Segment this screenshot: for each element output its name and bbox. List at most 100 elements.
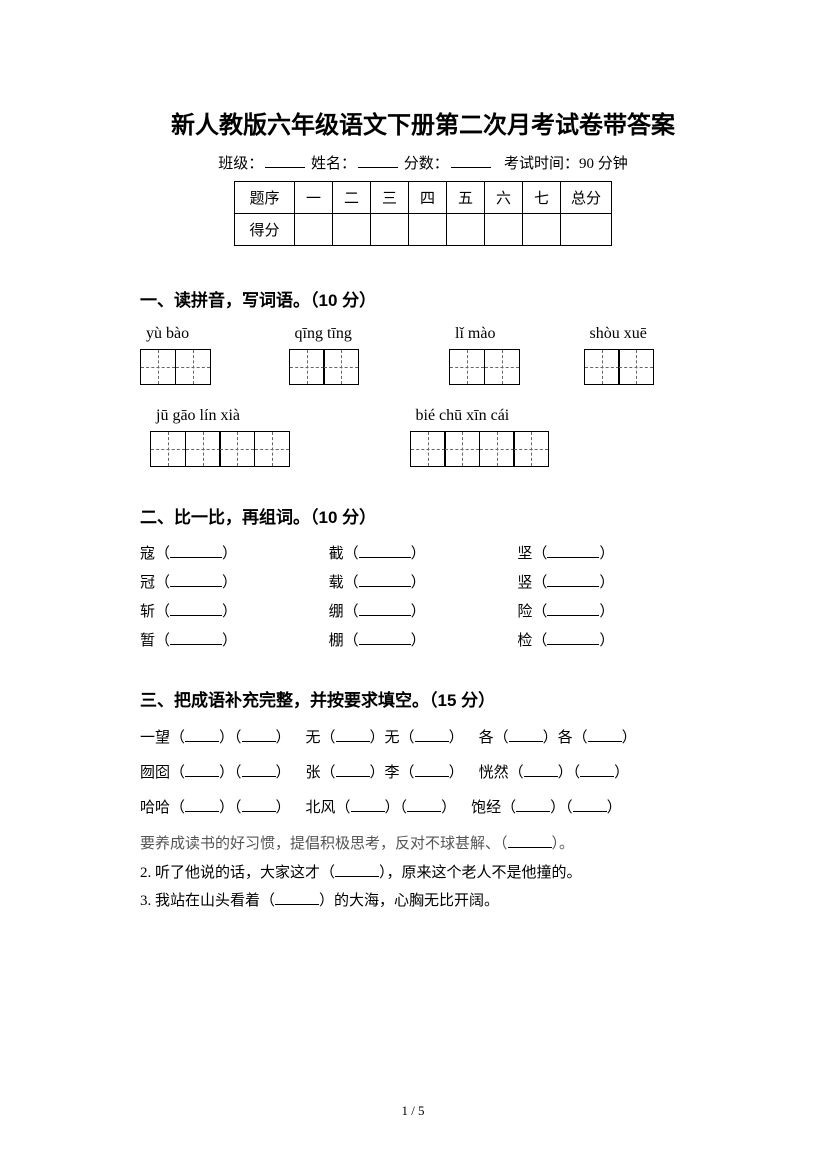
- class-label: 班级：: [218, 156, 263, 172]
- answer-blank[interactable]: [588, 741, 622, 742]
- answer-blank[interactable]: [242, 741, 276, 742]
- answer-blank[interactable]: [170, 615, 222, 616]
- pinyin-row-2: jū gāo lín xiàbié chū xīn cái: [140, 407, 706, 467]
- char-box[interactable]: [618, 349, 654, 385]
- pinyin-row-1: yù bào qīng tīng lǐ mào shòu xuē: [140, 325, 706, 385]
- sentence-text: ，原来这个老人不是他撞的。: [387, 865, 582, 881]
- score-label: 分数：: [404, 156, 449, 172]
- pinyin-text: lǐ mào: [449, 325, 495, 343]
- char-box[interactable]: [254, 431, 290, 467]
- answer-blank[interactable]: [335, 876, 379, 877]
- answer-blank[interactable]: [580, 776, 614, 777]
- score-cell[interactable]: [370, 214, 408, 246]
- compare-item: 险（）: [517, 600, 706, 621]
- answer-blank[interactable]: [185, 776, 219, 777]
- header-cell: 三: [370, 182, 408, 214]
- compare-item: 检（）: [517, 629, 706, 650]
- char-box[interactable]: [175, 349, 211, 385]
- class-blank[interactable]: [265, 167, 305, 168]
- score-cell[interactable]: [294, 214, 332, 246]
- answer-blank[interactable]: [242, 811, 276, 812]
- answer-blank[interactable]: [359, 615, 411, 616]
- score-cell[interactable]: [446, 214, 484, 246]
- char-grid: [289, 349, 360, 385]
- answer-blank[interactable]: [509, 741, 543, 742]
- char-box[interactable]: [479, 431, 515, 467]
- header-cell: 六: [484, 182, 522, 214]
- compare-item: 竖（）: [517, 571, 706, 592]
- header-cell: 二: [332, 182, 370, 214]
- answer-blank[interactable]: [524, 776, 558, 777]
- score-cell[interactable]: [522, 214, 560, 246]
- idiom-line: 哈哈（）（） 北风（）（） 饱经（）（）: [140, 795, 706, 822]
- answer-blank[interactable]: [170, 586, 222, 587]
- answer-blank[interactable]: [547, 586, 599, 587]
- score-row-label: 得分: [234, 214, 294, 246]
- pinyin-group: yù bào: [140, 325, 211, 385]
- name-label: 姓名：: [311, 156, 356, 172]
- char-box[interactable]: [219, 431, 255, 467]
- char-box[interactable]: [140, 349, 176, 385]
- char-box[interactable]: [289, 349, 325, 385]
- compare-item: 暂（）: [140, 629, 329, 650]
- char-box[interactable]: [513, 431, 549, 467]
- header-cell: 五: [446, 182, 484, 214]
- answer-blank[interactable]: [170, 557, 222, 558]
- char-box[interactable]: [410, 431, 446, 467]
- char-grid: [410, 431, 550, 467]
- answer-blank[interactable]: [573, 811, 607, 812]
- char-grid: [150, 431, 290, 467]
- score-blank[interactable]: [451, 167, 491, 168]
- compare-grid: 寇（）截（）坚（）冠（）载（）竖（）斩（）绷（）险（）暂（）棚（）检（）: [140, 542, 706, 650]
- char-box[interactable]: [484, 349, 520, 385]
- answer-blank[interactable]: [415, 776, 449, 777]
- char-box[interactable]: [323, 349, 359, 385]
- answer-blank[interactable]: [170, 644, 222, 645]
- answer-blank[interactable]: [359, 644, 411, 645]
- section-2-title: 二、比一比，再组词。（10 分）: [140, 503, 706, 528]
- answer-blank[interactable]: [242, 776, 276, 777]
- score-table: 题序 一 二 三 四 五 六 七 总分 得分: [234, 181, 612, 246]
- char-box[interactable]: [584, 349, 620, 385]
- char-box[interactable]: [449, 349, 485, 385]
- answer-blank[interactable]: [516, 811, 550, 812]
- header-cell: 题序: [234, 182, 294, 214]
- page-number: 1 / 5: [0, 1103, 826, 1119]
- sentence-text: 的大海，心胸无比开阔。: [334, 893, 499, 909]
- answer-blank[interactable]: [336, 741, 370, 742]
- table-row: 题序 一 二 三 四 五 六 七 总分: [234, 182, 611, 214]
- section-2: 二、比一比，再组词。（10 分） 寇（）截（）坚（）冠（）载（）竖（）斩（）绷（…: [140, 503, 706, 650]
- sentence-text: 要养成读书的好习惯，提倡积极思考，反对不球甚解、: [140, 836, 500, 852]
- answer-blank[interactable]: [351, 811, 385, 812]
- pinyin-text: yù bào: [140, 325, 189, 343]
- score-cell[interactable]: [332, 214, 370, 246]
- answer-blank[interactable]: [407, 811, 441, 812]
- answer-blank[interactable]: [359, 557, 411, 558]
- section-3: 三、把成语补充完整，并按要求填空。（15 分） 一望（）（） 无（）无（） 各（…: [140, 686, 706, 916]
- answer-blank[interactable]: [508, 847, 552, 848]
- answer-blank[interactable]: [185, 741, 219, 742]
- answer-blank[interactable]: [275, 904, 319, 905]
- pinyin-group: qīng tīng: [289, 325, 360, 385]
- answer-blank[interactable]: [415, 741, 449, 742]
- pinyin-group: shòu xuē: [584, 325, 655, 385]
- answer-blank[interactable]: [359, 586, 411, 587]
- score-cell[interactable]: [560, 214, 611, 246]
- sentence-text: 3. 我站在山头看着: [140, 893, 260, 909]
- char-box[interactable]: [185, 431, 221, 467]
- compare-item: 载（）: [329, 571, 518, 592]
- section-1: 一、读拼音，写词语。（10 分） yù bàoqīng tīnglǐ màosh…: [140, 286, 706, 467]
- char-box[interactable]: [150, 431, 186, 467]
- header-cell: 一: [294, 182, 332, 214]
- answer-blank[interactable]: [547, 557, 599, 558]
- time-label: 考试时间：90 分钟: [504, 156, 628, 172]
- name-blank[interactable]: [358, 167, 398, 168]
- answer-blank[interactable]: [336, 776, 370, 777]
- score-cell[interactable]: [408, 214, 446, 246]
- answer-blank[interactable]: [547, 644, 599, 645]
- score-cell[interactable]: [484, 214, 522, 246]
- answer-blank[interactable]: [185, 811, 219, 812]
- char-grid: [449, 349, 520, 385]
- char-box[interactable]: [444, 431, 480, 467]
- answer-blank[interactable]: [547, 615, 599, 616]
